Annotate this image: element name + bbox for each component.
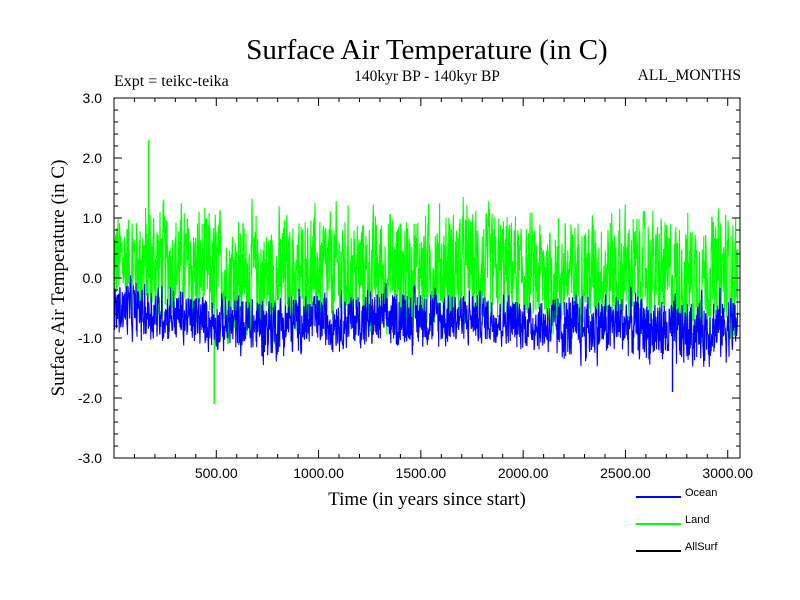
y-tick-label: -1.0 [78,330,102,346]
x-tick-label: 1500.00 [396,465,447,481]
months-label: ALL_MONTHS [638,67,741,84]
expt-label: Expt = teikc-teika [114,73,229,90]
x-axis: 500.00 1000.00 1500.00 2000.00 2500.00 3000.0… [133,98,753,481]
x-axis-label: Time (in years since start) [328,489,526,510]
y-tick-label: -2.0 [78,390,102,406]
chart-title: Surface Air Temperature (in C) [246,34,607,66]
series-line-ocean [114,275,739,367]
plot-area [114,140,739,404]
x-tick-label: 2500.00 [600,465,651,481]
y-axis-label: Surface Air Temperature (in C) [48,160,69,397]
legend-label-ocean: Ocean [685,487,717,499]
series-line-land [114,196,739,348]
x-tick-label: 2000.00 [498,465,549,481]
x-tick-label: 3000.00 [702,465,753,481]
legend-label-allsurf: AllSurf [685,541,718,553]
chart-subtitle: 140kyr BP - 140kyr BP [354,68,500,85]
y-tick-label: 3.0 [83,90,103,106]
y-axis: -3.0 -2.0 -1.0 0.0 1.0 2.0 3.0 [78,90,740,466]
y-tick-label: -3.0 [78,450,102,466]
legend: Ocean Land AllSurf [636,487,718,553]
y-tick-label: 0.0 [83,270,103,286]
legend-label-land: Land [685,514,709,526]
y-tick-label: 1.0 [83,210,103,226]
x-tick-label: 500.00 [195,465,238,481]
x-tick-label: 1000.00 [293,465,344,481]
y-tick-label: 2.0 [83,150,103,166]
